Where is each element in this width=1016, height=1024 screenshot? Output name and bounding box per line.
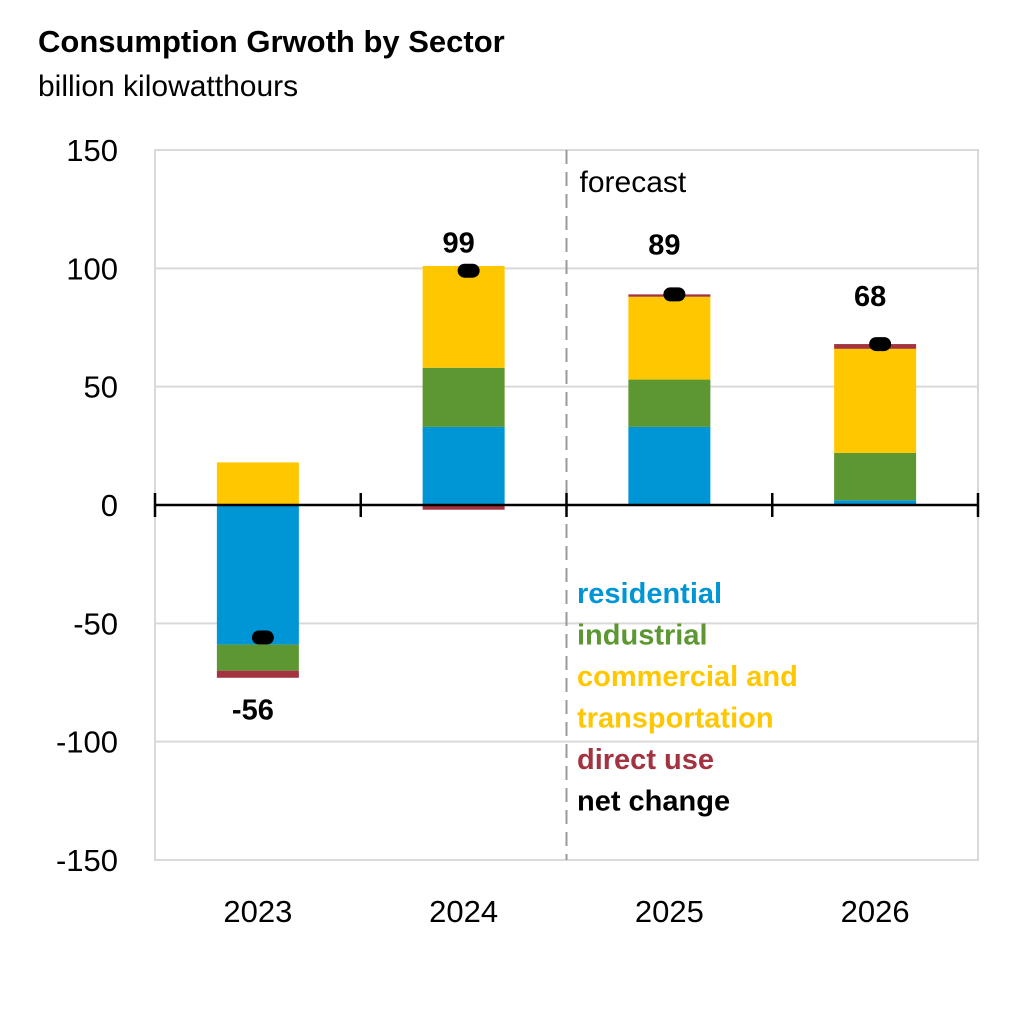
- bar-segment-residential: [422, 426, 505, 505]
- net-change-label: -56: [232, 695, 274, 727]
- y-tick-label: -50: [73, 606, 118, 641]
- legend-entry: residential: [577, 578, 722, 610]
- net-change-label: 89: [648, 229, 680, 261]
- x-tick-label: 2025: [635, 894, 704, 929]
- legend-entry: direct use: [577, 744, 714, 776]
- bar-segment-commercial-and-transportation: [422, 265, 505, 368]
- net-change-marker: [251, 630, 274, 645]
- bar-segment-industrial: [628, 379, 711, 427]
- chart-title: Consumption Grwoth by Sector: [38, 24, 505, 59]
- bar-segment-commercial-and-transportation: [834, 348, 917, 453]
- bar-segment-commercial-and-transportation: [216, 462, 299, 505]
- bar-segment-residential: [216, 505, 299, 645]
- bar-segment-direct-use: [216, 670, 299, 678]
- bar-segment-industrial: [422, 367, 505, 427]
- net-change-label: 68: [854, 281, 886, 313]
- bar-segment-industrial: [216, 644, 299, 671]
- net-change-marker: [869, 337, 892, 352]
- legend-entry: transportation: [577, 703, 774, 735]
- y-tick-label: -150: [56, 843, 118, 878]
- bar-segment-residential: [628, 426, 711, 505]
- legend-entry: commercial and: [577, 661, 798, 693]
- y-tick-label: 100: [66, 251, 118, 286]
- net-change-label: 99: [442, 228, 474, 260]
- bar-segment-industrial: [834, 452, 917, 501]
- legend-entry: industrial: [577, 620, 708, 652]
- chart-subtitle: billion kilowatthours: [38, 70, 299, 103]
- bar-segment-direct-use: [422, 505, 505, 510]
- bar-segment-commercial-and-transportation: [628, 296, 711, 380]
- y-tick-label: 50: [84, 370, 118, 405]
- y-tick-label: 0: [101, 488, 118, 523]
- net-change-marker: [663, 287, 686, 302]
- x-tick-label: 2024: [429, 894, 498, 929]
- y-tick-label: -100: [56, 725, 118, 760]
- x-tick-label: 2023: [223, 894, 292, 929]
- legend-entry: net change: [577, 786, 730, 818]
- x-tick-label: 2026: [841, 894, 910, 929]
- y-tick-label: 150: [66, 133, 118, 168]
- bar-segment-residential: [834, 500, 917, 505]
- forecast-label: forecast: [580, 166, 687, 199]
- net-change-marker: [457, 263, 480, 278]
